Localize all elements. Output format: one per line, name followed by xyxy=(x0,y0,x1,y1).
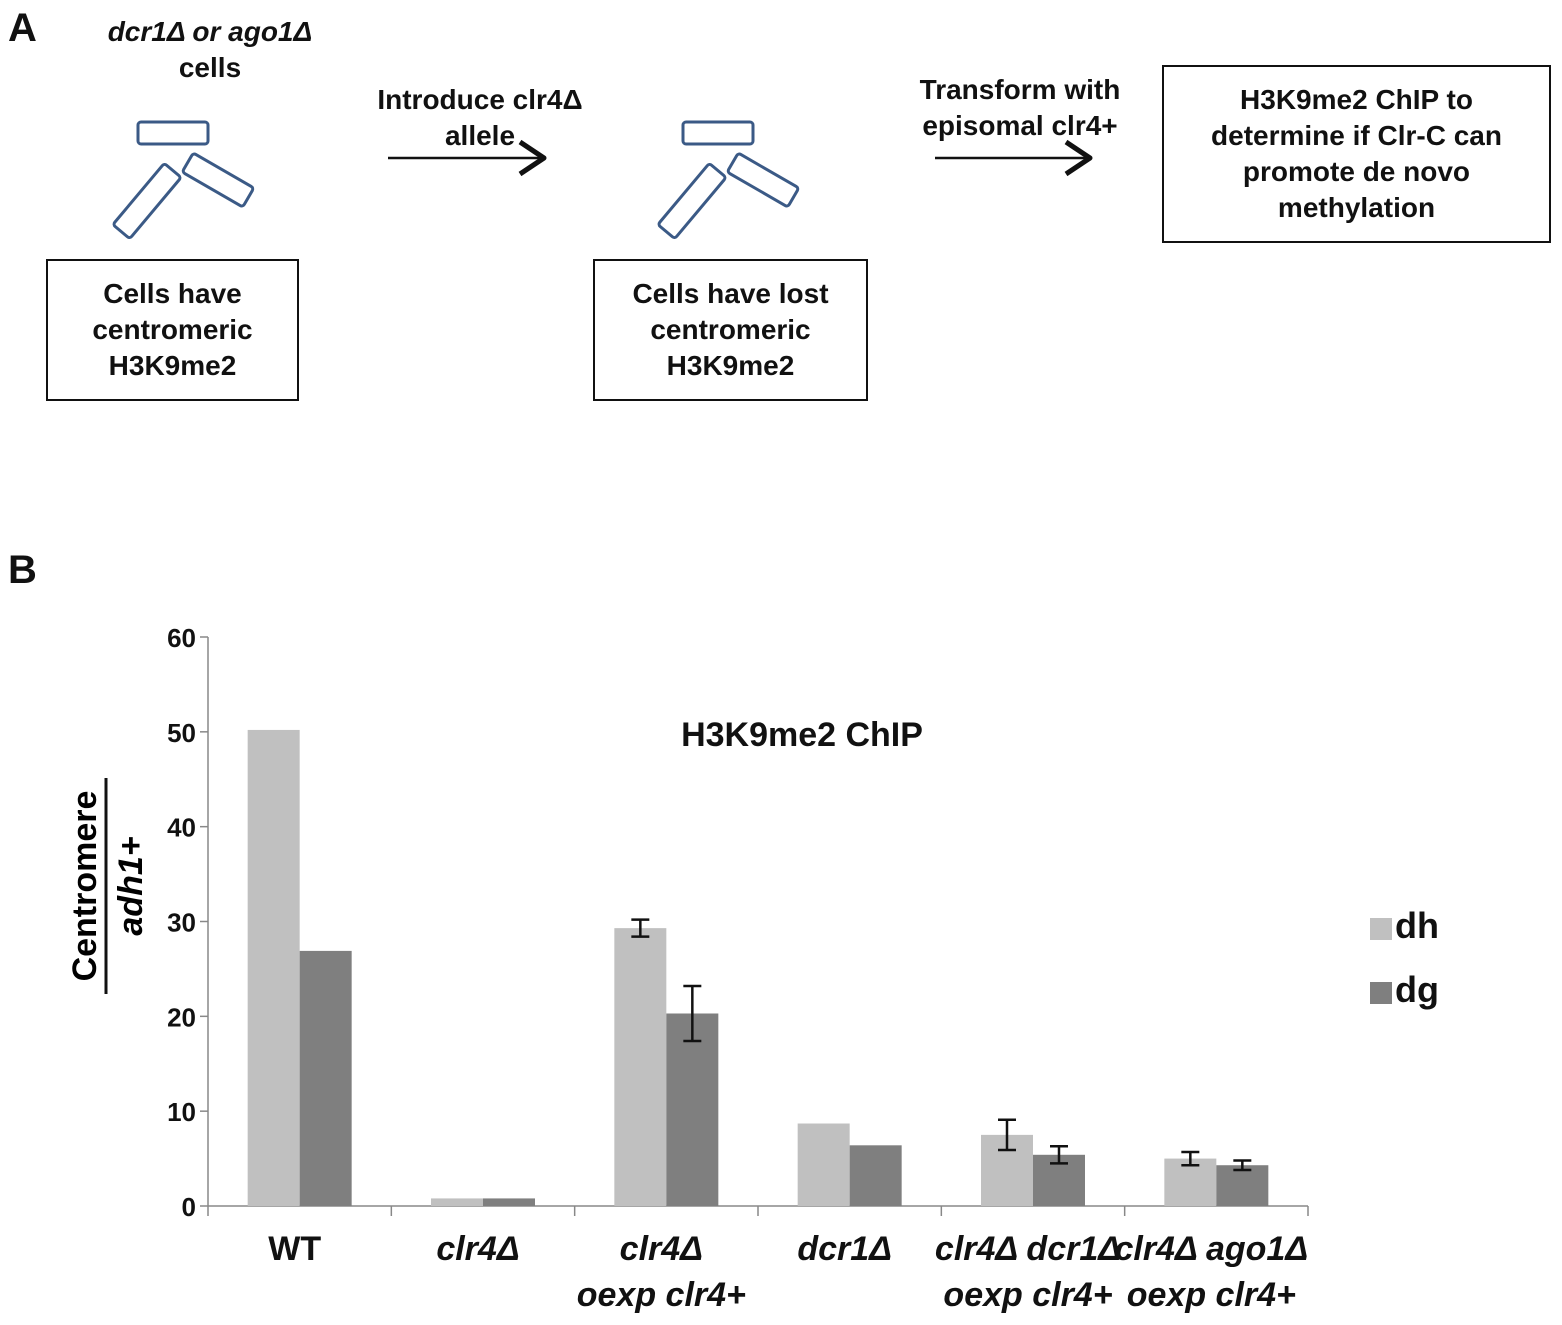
chromosome-shape xyxy=(136,120,210,146)
step2-label-line2: episomal clr4+ xyxy=(922,110,1118,141)
box3-line: H3K9me2 ChIP to xyxy=(1240,84,1473,115)
chart-title: H3K9me2 ChIP xyxy=(681,716,923,754)
category-label: dcr1Δ xyxy=(797,1230,892,1268)
strain-label-line2: cells xyxy=(178,52,242,83)
y-tick-label: 30 xyxy=(167,908,196,938)
strain-label-line1: dcr1Δ or ago1Δ xyxy=(107,16,313,47)
category-label: oexp clr4+ xyxy=(1127,1276,1296,1314)
chromosome-shape xyxy=(181,152,255,208)
bar-dg xyxy=(483,1198,535,1206)
step1-label: Introduce clr4Δ allele xyxy=(340,82,620,154)
y-axis-label: Centromere adh1+ xyxy=(66,778,150,994)
category-label: oexp clr4+ xyxy=(943,1276,1112,1314)
arrow-step2 xyxy=(935,139,1093,177)
bar-dg xyxy=(299,950,352,1206)
y-tick-label: 60 xyxy=(167,623,196,653)
category-label: clr4Δ xyxy=(436,1230,519,1268)
y-tick-label: 0 xyxy=(182,1192,196,1222)
y-tick-label: 10 xyxy=(167,1097,196,1127)
box-have-h3k9me2: Cells have centromeric H3K9me2 xyxy=(46,259,299,401)
y-tick-label: 50 xyxy=(167,718,196,748)
step1-label-line2: allele xyxy=(444,120,516,151)
y-tick-label: 20 xyxy=(167,1002,196,1032)
bar-dh xyxy=(614,928,667,1206)
chromosome-shape xyxy=(657,163,727,239)
arrow-step1 xyxy=(388,139,547,177)
y-tick-label: 40 xyxy=(167,813,196,843)
panel-a-graphics xyxy=(112,120,1093,239)
bar-dh xyxy=(431,1198,483,1206)
plot-area: 0 10 20 30 40 50 60 WT clr4Δ clr4Δ oexp clr4+ dcr1Δ… xyxy=(66,623,1439,1314)
box1-line: Cells have xyxy=(103,278,242,309)
legend-label-dh: dh xyxy=(1395,905,1439,946)
y-label-denominator: adh1+ xyxy=(112,836,150,935)
legend-swatch-dg xyxy=(1370,982,1392,1004)
chromosome-shape xyxy=(726,152,800,208)
bar-dg xyxy=(849,1145,902,1206)
panel-a-letter: A xyxy=(8,6,37,50)
box3-line: determine if Clr-C can xyxy=(1211,120,1502,151)
category-label: clr4Δ xyxy=(620,1230,703,1268)
y-label-numerator: Centromere xyxy=(66,791,104,982)
box3-line: promote de novo xyxy=(1242,156,1471,187)
category-label: WT xyxy=(268,1230,321,1268)
panel-b-letter: B xyxy=(8,548,37,592)
step1-label-line1: Introduce clr4Δ xyxy=(377,84,583,115)
chromosome-group-1 xyxy=(112,120,255,239)
box-lost-h3k9me2: Cells have lost centromeric H3K9me2 xyxy=(593,259,868,401)
box3-line: methylation xyxy=(1277,192,1436,223)
step2-label: Transform with episomal clr4+ xyxy=(880,72,1160,144)
legend-swatch-dh xyxy=(1370,918,1392,940)
category-label: clr4Δ ago1Δ xyxy=(1114,1230,1308,1268)
bar-dh xyxy=(797,1123,850,1206)
chromosome-shape xyxy=(681,120,755,146)
bar-dh xyxy=(247,729,300,1206)
box1-line: H3K9me2 xyxy=(108,350,237,381)
box-chip-experiment: H3K9me2 ChIP to determine if Clr-C can p… xyxy=(1162,65,1551,243)
category-label: clr4Δ dcr1Δ xyxy=(935,1230,1121,1268)
box2-line: H3K9me2 xyxy=(666,350,795,381)
category-label: oexp clr4+ xyxy=(577,1276,746,1314)
box2-line: Cells have lost xyxy=(632,278,829,309)
box1-line: centromeric xyxy=(92,314,253,345)
strain-label: dcr1Δ or ago1Δ cells xyxy=(60,14,360,86)
box2-line: centromeric xyxy=(650,314,811,345)
chromosome-shape xyxy=(112,163,182,239)
step2-label-line1: Transform with xyxy=(919,74,1121,105)
chromosome-group-2 xyxy=(657,120,800,239)
bar-dg xyxy=(1216,1165,1269,1206)
legend-label-dg: dg xyxy=(1395,969,1439,1010)
bar-dg xyxy=(666,1013,719,1206)
bar-dh xyxy=(1164,1158,1217,1206)
